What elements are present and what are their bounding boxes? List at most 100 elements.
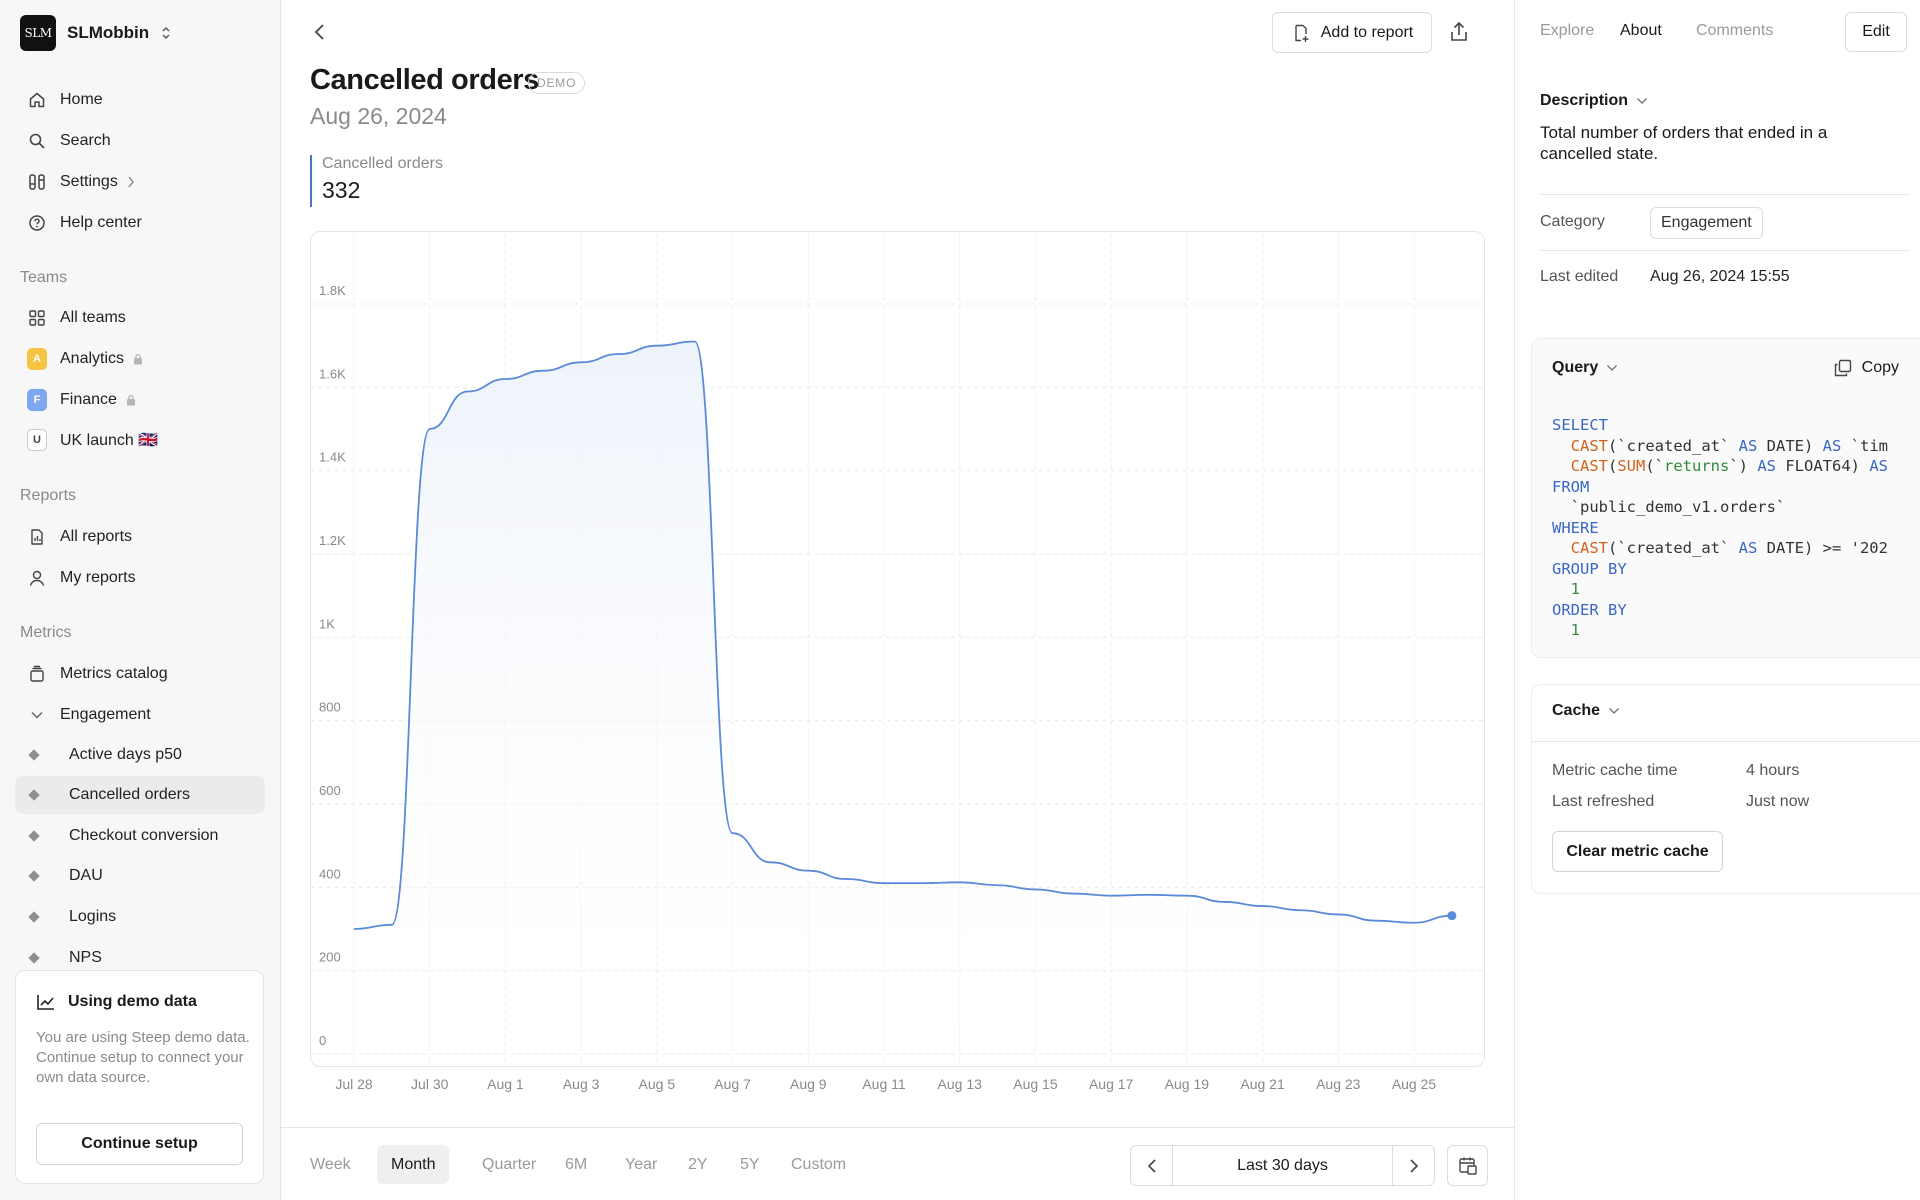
x-tick-label: Aug 7	[714, 1076, 751, 1092]
lock-icon	[134, 353, 143, 365]
previous-period-button[interactable]	[1131, 1146, 1173, 1185]
nav-search-label: Search	[60, 132, 111, 149]
query-toggle[interactable]: Query	[1552, 359, 1618, 377]
divider	[1540, 194, 1910, 195]
metric-item-cancelled-orders[interactable]: Cancelled orders	[15, 776, 265, 814]
line-chart[interactable]: 0 200 400 600 800 1K 1.2K 1.4K 1.6K 1.8K Jul 28 Jul…	[281, 0, 1514, 1127]
sql-token: (`created_at`	[1608, 539, 1739, 557]
cache-toggle[interactable]: Cache	[1552, 702, 1620, 720]
workspace-switcher[interactable]: SLM SLMobbin	[20, 15, 172, 51]
range-bar: Week Month Quarter 6M Year 2Y 5Y Custom …	[281, 1127, 1514, 1200]
compare-button[interactable]	[1447, 1145, 1488, 1186]
tab-about[interactable]: About	[1620, 22, 1662, 39]
metric-diamond-icon	[28, 830, 40, 842]
metric-item-label: DAU	[69, 867, 103, 884]
metric-item-logins[interactable]: Logins	[15, 898, 265, 936]
main-content: Add to report Cancelled orders DEMO Aug …	[281, 0, 1514, 1200]
nav-help[interactable]: Help center	[15, 204, 265, 242]
x-tick-label: Aug 5	[639, 1076, 676, 1092]
nav-metrics-catalog[interactable]: Metrics catalog	[15, 655, 265, 693]
nav-team-analytics[interactable]: A Analytics	[15, 340, 265, 378]
nav-home[interactable]: Home	[15, 81, 265, 119]
range-6m[interactable]: 6M	[565, 1155, 588, 1173]
y-tick-label: 200	[319, 950, 341, 965]
category-chip[interactable]: Engagement	[1650, 207, 1763, 239]
last-edited-label: Last edited	[1540, 268, 1619, 285]
cache-card: Cache Metric cache time 4 hours Last ref…	[1531, 684, 1920, 894]
range-quarter[interactable]: Quarter	[482, 1155, 537, 1173]
metric-item-nps[interactable]: NPS	[15, 939, 265, 977]
y-tick-label: 1K	[319, 616, 335, 631]
edit-button[interactable]: Edit	[1845, 12, 1907, 52]
cache-heading: Cache	[1552, 702, 1601, 719]
copy-icon	[1834, 359, 1851, 377]
nav-metrics-catalog-label: Metrics catalog	[60, 665, 168, 682]
nav-team-uk-launch[interactable]: U UK launch 🇬🇧	[15, 421, 265, 459]
sql-token: AS	[1822, 436, 1842, 455]
x-tick-label: Aug 3	[563, 1076, 600, 1092]
sql-line: FROM	[1552, 477, 1920, 498]
area-fill	[354, 341, 1452, 1054]
y-tick-label: 1.2K	[319, 533, 346, 548]
metric-diamond-icon	[28, 870, 40, 882]
page-title: Cancelled orders	[310, 64, 539, 96]
range-5y[interactable]: 5Y	[740, 1155, 760, 1173]
nav-my-reports[interactable]: My reports	[15, 559, 265, 597]
metric-item-active-days[interactable]: Active days p50	[15, 736, 265, 774]
sql-token: AS	[1869, 457, 1889, 475]
team-badge: A	[27, 348, 47, 370]
details-panel: Explore About Comments Edit Description …	[1514, 0, 1920, 1200]
nav-all-teams[interactable]: All teams	[15, 299, 265, 337]
metric-item-label: NPS	[69, 949, 102, 966]
add-to-report-button[interactable]: Add to report	[1272, 12, 1432, 53]
nav-settings-label: Settings	[60, 173, 118, 190]
nav-settings[interactable]: Settings	[15, 163, 265, 201]
back-arrow-icon[interactable]	[308, 20, 332, 44]
sql-token	[1552, 437, 1571, 455]
sql-token: `)	[1729, 457, 1758, 475]
sql-token: FROM	[1552, 477, 1590, 496]
description-toggle[interactable]: Description	[1540, 92, 1648, 110]
sql-token: 1	[1552, 580, 1580, 598]
x-tick-label: Jul 30	[411, 1076, 449, 1092]
tab-explore[interactable]: Explore	[1540, 22, 1595, 39]
range-month[interactable]: Month	[377, 1145, 450, 1184]
nav-group-label: Engagement	[60, 706, 151, 723]
chevron-right-icon	[128, 176, 134, 188]
lock-icon	[126, 394, 135, 406]
share-icon[interactable]	[1447, 20, 1471, 44]
nav-team-finance[interactable]: F Finance	[15, 381, 265, 419]
copy-query-button[interactable]: Copy	[1834, 359, 1899, 377]
nav-all-reports[interactable]: All reports	[15, 518, 265, 556]
description-text: Total number of orders that ended in a c…	[1540, 123, 1828, 163]
chart-line-icon	[37, 995, 54, 1010]
y-tick-label: 1.8K	[319, 283, 346, 298]
nav-search[interactable]: Search	[15, 122, 265, 160]
report-add-icon	[1295, 24, 1309, 42]
metric-item-dau[interactable]: DAU	[15, 857, 265, 895]
x-tick-label: Aug 13	[938, 1076, 983, 1092]
next-period-button[interactable]	[1392, 1146, 1434, 1185]
metric-item-label: Active days p50	[69, 746, 182, 763]
nav-all-teams-label: All teams	[60, 309, 126, 326]
sql-token: DATE) >= '202	[1757, 539, 1888, 557]
tab-comments[interactable]: Comments	[1696, 22, 1774, 39]
clear-cache-button[interactable]: Clear metric cache	[1552, 831, 1723, 872]
continue-setup-button[interactable]: Continue setup	[36, 1123, 243, 1165]
sql-token	[1552, 539, 1571, 557]
sidebar: SLM SLMobbin Home Search Settings Help c…	[0, 0, 281, 1200]
nav-group-engagement[interactable]: Engagement	[15, 696, 265, 734]
period-label[interactable]: Last 30 days	[1237, 1156, 1328, 1174]
calendar-compare-icon	[1458, 1157, 1477, 1175]
nav-my-reports-label: My reports	[60, 569, 136, 586]
range-week[interactable]: Week	[310, 1155, 351, 1173]
sql-line: CAST(SUM(`returns`) AS FLOAT64) AS	[1552, 456, 1920, 477]
x-tick-label: Aug 19	[1165, 1076, 1210, 1092]
sql-token: (	[1608, 457, 1618, 475]
y-tick-label: 800	[319, 700, 341, 715]
y-tick-label: 400	[319, 866, 341, 881]
range-custom[interactable]: Custom	[791, 1155, 847, 1173]
metric-item-checkout-conversion[interactable]: Checkout conversion	[15, 817, 265, 855]
range-year[interactable]: Year	[625, 1155, 658, 1173]
range-2y[interactable]: 2Y	[688, 1155, 708, 1173]
